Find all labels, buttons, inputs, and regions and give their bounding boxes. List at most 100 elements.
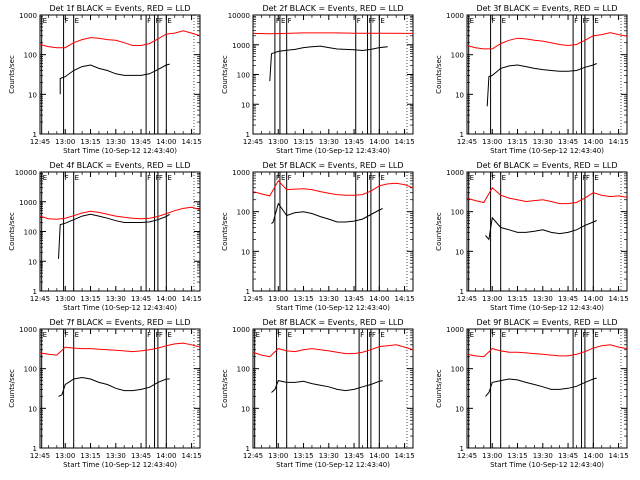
event-marker-label: F (276, 17, 280, 25)
y-axis-label: Counts/sec (8, 55, 16, 94)
x-axis-label: Start Time (10-Sep-12 12:43:40) (490, 304, 604, 312)
x-tick-label: 12:45 (457, 295, 477, 303)
y-tick-label: 100 (451, 366, 464, 374)
black-events-series (485, 216, 597, 241)
black-events-series (59, 63, 170, 95)
x-axis-label: Start Time (10-Sep-12 12:43:40) (276, 147, 390, 155)
x-tick-label: 14:15 (608, 452, 628, 460)
y-tick-label: 1 (33, 131, 37, 139)
y-tick-label: 1 (246, 131, 250, 139)
plot-title: Det 4f BLACK = Events, RED = LLD (49, 161, 190, 170)
event-marker-label: E (281, 174, 285, 182)
x-tick-label: 14:00 (156, 452, 176, 460)
y-axis-label: Counts/sec (435, 55, 443, 94)
y-tick-label: 100 (451, 52, 464, 60)
x-tick-label: 12:45 (243, 138, 263, 146)
plot-title: Det 2f BLACK = Events, RED = LLD (262, 4, 403, 13)
y-tick-label: 10 (28, 258, 37, 266)
det-panel-4: Det 4f BLACK = Events, RED = LLD 1 10 100 10… (8, 161, 202, 312)
event-marker-label: E (256, 331, 260, 339)
y-tick-label: 10 (455, 248, 464, 256)
x-tick-label: 13:30 (106, 138, 126, 146)
event-marker-label: F (492, 331, 496, 339)
event-marker-label: F (586, 174, 590, 182)
event-marker-label: E (594, 331, 598, 339)
y-tick-label: 1 (33, 445, 37, 453)
event-marker-label: F (360, 331, 364, 339)
event-marker-label: F (65, 17, 69, 25)
y-tick-label: 1 (246, 288, 250, 296)
event-marker-label: F (574, 174, 578, 182)
det-panel-1: Det 1f BLACK = Events, RED = LLD 1 10 100 10… (8, 4, 202, 155)
event-marker-label: E (43, 331, 47, 339)
x-tick-label: 13:45 (558, 138, 578, 146)
x-tick-label: 13:00 (268, 138, 288, 146)
y-tick-label: 10000 (228, 12, 250, 20)
y-tick-label: 100 (237, 72, 250, 80)
y-tick-label: 10 (241, 101, 250, 109)
x-tick-label: 14:15 (608, 138, 628, 146)
plot-frame (252, 328, 414, 449)
plot-title: Det 3f BLACK = Events, RED = LLD (476, 4, 617, 13)
event-marker-label: F (65, 174, 69, 182)
x-tick-label: 13:15 (80, 295, 100, 303)
x-tick-label: 13:30 (533, 138, 553, 146)
x-tick-label: 14:00 (583, 452, 603, 460)
x-axis-label: Start Time (10-Sep-12 12:43:40) (63, 461, 177, 469)
x-tick-label: 14:15 (394, 452, 414, 460)
black-events-series (58, 213, 170, 259)
x-tick-label: 13:15 (507, 138, 527, 146)
black-events-series (58, 376, 170, 397)
x-axis-label: Start Time (10-Sep-12 12:43:40) (490, 461, 604, 469)
y-tick-label: 1000 (446, 169, 464, 177)
y-tick-label: 1000 (446, 12, 464, 20)
x-tick-label: 13:15 (80, 452, 100, 460)
event-marker-label: E (470, 174, 474, 182)
y-tick-label: 1000 (19, 326, 37, 334)
x-tick-label: 12:45 (457, 452, 477, 460)
x-tick-label: 14:00 (156, 295, 176, 303)
det-panel-9: Det 9f BLACK = Events, RED = LLD 1 10 100 10… (435, 318, 629, 469)
x-tick-label: 13:00 (55, 295, 75, 303)
x-tick-label: 13:15 (80, 138, 100, 146)
y-tick-label: 1 (460, 445, 464, 453)
x-tick-label: 13:00 (268, 452, 288, 460)
event-marker-label: F (159, 174, 163, 182)
y-tick-label: 10 (241, 248, 250, 256)
x-tick-label: 13:30 (319, 295, 339, 303)
x-tick-label: 13:30 (533, 452, 553, 460)
x-tick-label: 14:00 (369, 138, 389, 146)
x-tick-label: 13:15 (507, 295, 527, 303)
x-tick-label: 13:45 (131, 138, 151, 146)
y-tick-label: 1 (460, 131, 464, 139)
x-tick-label: 12:45 (457, 138, 477, 146)
plot-frame (252, 171, 414, 292)
event-marker-label: F (372, 174, 376, 182)
x-tick-label: 13:45 (344, 452, 364, 460)
event-marker-label: E (502, 174, 506, 182)
event-marker-label: E (380, 17, 384, 25)
event-marker-label: E (594, 17, 598, 25)
x-tick-label: 14:15 (181, 295, 201, 303)
x-tick-label: 13:00 (55, 452, 75, 460)
black-events-series (271, 202, 383, 224)
event-marker-label: E (502, 331, 506, 339)
x-tick-label: 12:45 (243, 452, 263, 460)
event-marker-label: E (75, 174, 79, 182)
event-marker-label: E (470, 331, 474, 339)
plot-frame (39, 14, 201, 135)
event-marker-label: F (574, 17, 578, 25)
x-tick-label: 13:00 (268, 295, 288, 303)
event-marker-label: F (288, 17, 292, 25)
x-tick-label: 12:45 (30, 452, 50, 460)
x-tick-label: 13:00 (482, 138, 502, 146)
det-panel-6: Det 6f BLACK = Events, RED = LLD 1 10 100 10… (435, 161, 629, 312)
event-marker-label: E (281, 17, 285, 25)
y-tick-label: 100 (237, 209, 250, 217)
event-marker-label: F (278, 331, 282, 339)
event-marker-label: E (502, 17, 506, 25)
x-axis-label: Start Time (10-Sep-12 12:43:40) (63, 304, 177, 312)
y-tick-label: 10 (455, 91, 464, 99)
plot-frame (39, 328, 201, 449)
